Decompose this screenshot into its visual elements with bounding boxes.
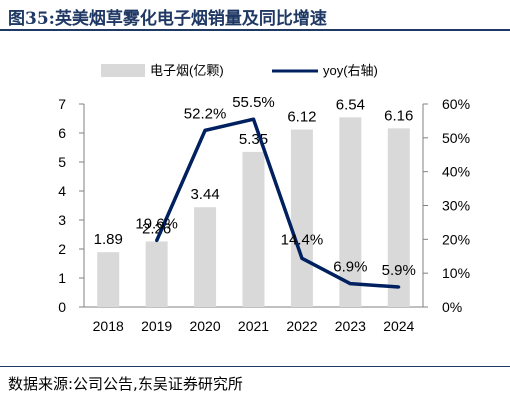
y-right-tick-label: 20%	[442, 231, 470, 247]
x-tick-label: 2019	[141, 318, 172, 334]
legend-bar-swatch	[101, 64, 145, 77]
y-left-tick-label: 6	[58, 125, 66, 141]
x-tick-label: 2020	[189, 318, 220, 334]
x-tick-label: 2018	[93, 318, 124, 334]
y-right-tick-label: 40%	[442, 164, 470, 180]
y-right-tick-label: 10%	[442, 265, 470, 281]
y-left-tick-label: 5	[58, 154, 66, 170]
yoy-point	[397, 285, 401, 289]
y-left-tick-label: 0	[58, 299, 66, 315]
yoy-point	[155, 239, 159, 243]
bar-value-label: 6.12	[287, 109, 316, 126]
figure-number: 图35:	[8, 9, 55, 29]
bar	[290, 129, 313, 307]
yoy-value-label: 55.5%	[232, 94, 275, 111]
yoy-value-label: 19.6%	[135, 216, 178, 233]
figure-title: 图35:英美烟草雾化电子烟销量及同比增速	[8, 4, 327, 29]
yoy-point	[348, 282, 352, 286]
x-tick-label: 2021	[238, 318, 269, 334]
bar	[339, 117, 362, 307]
bar-value-label: 6.54	[336, 96, 365, 113]
yoy-line	[155, 117, 399, 289]
bar	[145, 241, 168, 307]
yoy-point	[300, 256, 304, 260]
source-rule	[0, 366, 510, 367]
bar	[387, 128, 410, 307]
bar-value-label: 6.16	[384, 107, 413, 124]
y-left-tick-label: 1	[58, 270, 66, 286]
y-right-tick-label: 0%	[442, 299, 462, 315]
title-rule	[0, 29, 510, 31]
x-tick-label: 2022	[286, 318, 317, 334]
y-left-tick-label: 7	[58, 96, 66, 112]
yoy-value-label: 6.9%	[333, 259, 367, 276]
bar-value-label: 1.89	[94, 231, 123, 248]
y-right-tick-label: 50%	[442, 130, 470, 146]
bar	[97, 252, 120, 307]
source-note: 数据来源:公司公告,东吴证券研究所	[8, 375, 243, 393]
yoy-value-label: 14.4%	[281, 231, 324, 248]
legend-line-label: yoy(右轴)	[323, 63, 378, 78]
yoy-value-label: 5.9%	[382, 262, 416, 279]
legend-bar-label: 电子烟(亿颗)	[150, 63, 224, 78]
yoy-point	[203, 128, 207, 132]
y-right-tick-label: 60%	[442, 96, 470, 112]
x-tick-label: 2024	[383, 318, 414, 334]
y-right-tick-label: 30%	[442, 198, 470, 214]
y-left-tick-label: 4	[58, 183, 66, 199]
figure-title-text: 英美烟草雾化电子烟销量及同比增速	[54, 9, 327, 29]
yoy-point	[252, 117, 255, 121]
bar-value-label: 3.44	[190, 186, 219, 203]
yoy-value-label: 52.2%	[184, 105, 227, 122]
y-left-tick-label: 3	[58, 212, 66, 228]
y-left-tick-label: 2	[58, 241, 66, 257]
bar	[242, 151, 265, 307]
x-tick-label: 2023	[335, 318, 366, 334]
bar	[194, 207, 217, 307]
